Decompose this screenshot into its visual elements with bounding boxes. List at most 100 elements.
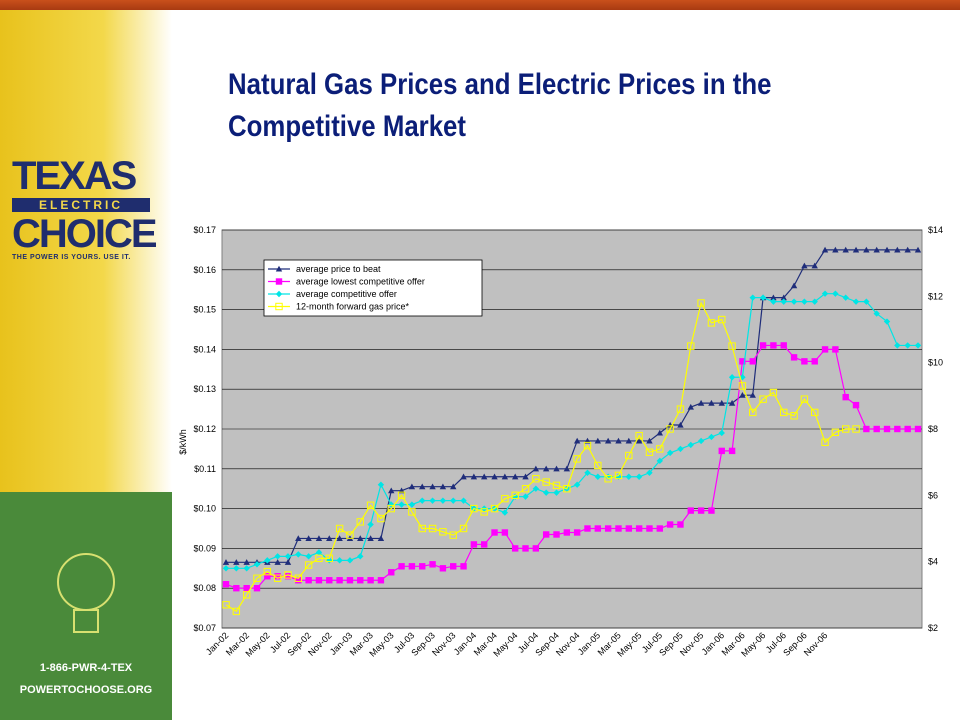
data-point bbox=[656, 525, 663, 532]
data-point bbox=[687, 507, 694, 514]
legend-label: average lowest competitive offer bbox=[296, 277, 425, 287]
data-point bbox=[883, 318, 891, 325]
data-point bbox=[677, 445, 684, 453]
data-point bbox=[749, 408, 757, 417]
data-point bbox=[739, 391, 746, 398]
legend: average price to beat average lowest comp… bbox=[263, 259, 483, 317]
data-point bbox=[243, 559, 250, 565]
data-point bbox=[708, 433, 715, 441]
data-point bbox=[419, 563, 426, 570]
data-point bbox=[573, 437, 581, 444]
data-point bbox=[832, 346, 839, 353]
data-point bbox=[491, 529, 498, 536]
data-point bbox=[542, 489, 550, 496]
data-point bbox=[542, 531, 550, 538]
data-point bbox=[501, 473, 509, 480]
data-point bbox=[460, 473, 467, 480]
data-point bbox=[873, 246, 880, 253]
data-point bbox=[542, 478, 550, 486]
data-point bbox=[366, 501, 375, 509]
data-point bbox=[842, 393, 849, 401]
data-point bbox=[450, 563, 457, 570]
data-point bbox=[594, 461, 602, 470]
legend-label: 12-month forward gas price* bbox=[296, 302, 410, 312]
data-point bbox=[676, 405, 685, 413]
data-point bbox=[408, 508, 416, 516]
data-point bbox=[635, 437, 643, 444]
data-point bbox=[222, 601, 230, 609]
data-point bbox=[532, 465, 540, 472]
data-point bbox=[873, 310, 880, 317]
data-point bbox=[769, 388, 778, 397]
data-point bbox=[645, 448, 654, 456]
data-point bbox=[801, 298, 808, 305]
y-tick-label: $0.17 bbox=[193, 225, 216, 235]
data-point bbox=[367, 535, 374, 542]
y2-tick-label: $14 bbox=[928, 225, 943, 235]
data-point bbox=[346, 577, 354, 584]
data-point bbox=[273, 574, 282, 582]
data-point bbox=[883, 246, 891, 253]
data-point bbox=[759, 294, 767, 301]
data-point bbox=[481, 541, 488, 548]
data-point bbox=[264, 573, 271, 580]
data-point bbox=[335, 524, 344, 533]
slide-title-line2: Competitive Market bbox=[228, 110, 467, 143]
data-point bbox=[387, 504, 395, 513]
data-point bbox=[914, 246, 922, 253]
data-point bbox=[481, 473, 488, 480]
data-point bbox=[656, 445, 664, 453]
data-point bbox=[521, 485, 530, 493]
data-point bbox=[243, 585, 250, 592]
data-point bbox=[357, 553, 364, 560]
data-point bbox=[832, 290, 839, 297]
data-point bbox=[315, 535, 323, 542]
data-point bbox=[811, 358, 818, 365]
line-chart: $0.07 $0.08 $0.09 $0.10 $0.11 $0.12 $0.13 $0.14… bbox=[178, 225, 943, 659]
data-point bbox=[563, 529, 571, 536]
data-point bbox=[253, 574, 261, 582]
data-point bbox=[408, 483, 416, 490]
data-point bbox=[563, 485, 571, 493]
data-point bbox=[315, 554, 323, 563]
legend-label: average competitive offer bbox=[296, 289, 397, 299]
data-point bbox=[666, 425, 674, 433]
data-point bbox=[894, 342, 901, 349]
y-tick-label: $0.10 bbox=[193, 504, 216, 514]
data-point bbox=[357, 577, 364, 584]
y2-tick-label: $12 bbox=[928, 291, 943, 301]
data-point bbox=[398, 563, 405, 570]
data-point bbox=[770, 294, 777, 301]
y-axis-label: $/kWh bbox=[178, 429, 188, 455]
data-point bbox=[480, 508, 488, 516]
y2-tick-label: $6 bbox=[928, 490, 938, 500]
logo-word-texas: TEXAS bbox=[12, 154, 137, 198]
data-point bbox=[439, 497, 447, 504]
data-point bbox=[274, 553, 281, 560]
series-4 bbox=[222, 299, 860, 616]
data-point bbox=[687, 403, 694, 410]
data-point bbox=[708, 399, 715, 406]
data-point bbox=[428, 524, 437, 533]
data-point bbox=[501, 529, 509, 536]
y-tick-label: $0.07 bbox=[193, 623, 216, 633]
data-point bbox=[780, 342, 787, 349]
data-point bbox=[739, 358, 746, 365]
data-point bbox=[625, 451, 633, 460]
data-point bbox=[728, 374, 736, 381]
data-point bbox=[635, 525, 643, 532]
data-point bbox=[852, 401, 860, 409]
data-point bbox=[284, 571, 292, 579]
data-point bbox=[336, 535, 343, 542]
data-point bbox=[542, 465, 550, 472]
data-point bbox=[646, 437, 653, 444]
data-point bbox=[831, 428, 840, 437]
data-point bbox=[573, 481, 581, 488]
data-point bbox=[811, 408, 819, 417]
data-point bbox=[275, 265, 283, 272]
data-point bbox=[811, 262, 818, 269]
data-point bbox=[284, 559, 292, 565]
data-point bbox=[408, 563, 416, 570]
data-point bbox=[532, 545, 540, 552]
data-point bbox=[326, 577, 333, 584]
